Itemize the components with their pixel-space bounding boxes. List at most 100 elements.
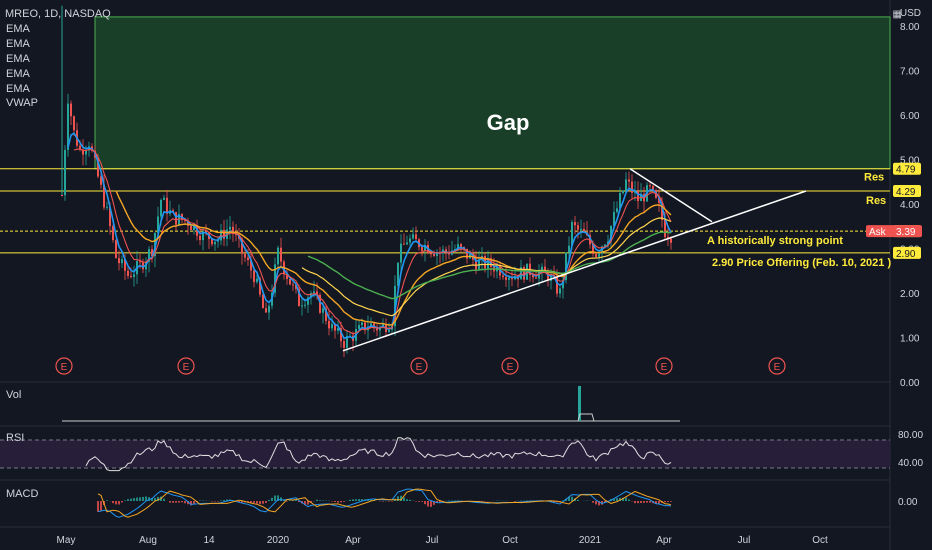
earnings-marker — [768, 357, 786, 375]
indicator-ema-2[interactable]: EMA — [6, 38, 30, 50]
macd-histogram-bar — [367, 499, 369, 501]
candle-body — [664, 219, 666, 237]
macd-histogram-bar — [280, 497, 282, 501]
macd-histogram-bar — [265, 501, 267, 503]
gap-zone — [94, 16, 891, 170]
candle-body — [286, 274, 288, 280]
x-tick-label: May — [57, 535, 76, 546]
candle-body — [670, 238, 672, 243]
candle-body — [148, 249, 150, 262]
candle-body — [544, 266, 546, 272]
macd-histogram-bar — [514, 501, 516, 502]
macd-histogram-bar — [295, 499, 297, 501]
y-tick-label: 1.00 — [900, 333, 920, 344]
macd-histogram-bar — [106, 500, 108, 501]
macd-histogram-bar — [298, 501, 300, 503]
macd-histogram-bar — [397, 496, 399, 501]
indicator-vwap[interactable]: VWAP — [6, 97, 38, 109]
candle-body — [616, 208, 618, 212]
earnings-marker-label: E — [416, 362, 423, 373]
macd-histogram-bar — [598, 501, 600, 506]
indicator-ema-4[interactable]: EMA — [6, 68, 30, 80]
macd-histogram-bar — [190, 501, 192, 506]
macd-histogram-bar — [148, 497, 150, 501]
currency-icon[interactable]: ▦ — [892, 9, 902, 20]
earnings-marker — [177, 357, 195, 375]
macd-histogram-bar — [124, 500, 126, 501]
macd-histogram-bar — [178, 501, 180, 503]
macd-histogram-bar — [640, 501, 642, 503]
candle-body — [487, 258, 489, 269]
level-price-label: 4.29 — [896, 187, 916, 198]
candle-body — [166, 197, 168, 214]
x-tick-label: Oct — [502, 535, 518, 546]
indicator-ema-5[interactable]: EMA — [6, 83, 30, 95]
macd-histogram-bar — [238, 501, 240, 503]
candle-body — [412, 234, 414, 239]
candle-body — [313, 291, 315, 294]
candle-body — [523, 267, 525, 280]
candle-body — [319, 294, 321, 313]
candle-body — [109, 206, 111, 227]
macd-histogram-bar — [352, 499, 354, 501]
macd-histogram-bar — [337, 501, 339, 503]
macd-histogram-bar — [223, 500, 225, 501]
candle-body — [160, 199, 162, 217]
macd-histogram-bar — [163, 498, 165, 501]
earnings-marker-label: E — [183, 362, 190, 373]
macd-tick-label: 0.00 — [898, 497, 918, 508]
level-price-label: 2.90 — [896, 249, 916, 260]
candle-body — [115, 240, 117, 259]
candle-body — [187, 221, 189, 226]
candle-body — [328, 320, 330, 329]
candle-body — [547, 271, 549, 281]
candle-body — [343, 341, 345, 348]
indicator-ema-3[interactable]: EMA — [6, 53, 30, 65]
candle-body — [559, 288, 561, 294]
macd-histogram-bar — [259, 501, 261, 505]
macd-histogram-bar — [409, 499, 411, 501]
macd-histogram-bar — [187, 501, 189, 505]
candle-body — [397, 262, 399, 286]
ema-line-blue — [67, 132, 672, 340]
candle-body — [100, 176, 102, 185]
macd-histogram-bar — [130, 498, 132, 501]
candle-body — [265, 308, 267, 313]
candle-body — [79, 145, 81, 150]
macd-line — [97, 488, 672, 518]
candle-body — [331, 324, 333, 329]
candle-body — [121, 259, 123, 264]
candle-body — [415, 234, 417, 240]
ema-line-orange — [115, 190, 672, 326]
indicator-ema-1[interactable]: EMA — [6, 23, 30, 35]
macd-histogram-bar — [145, 496, 147, 501]
x-tick-label: Jul — [738, 535, 751, 546]
candle-body — [295, 284, 297, 289]
level-price-tag — [893, 184, 921, 197]
macd-histogram-bar — [439, 501, 441, 503]
macd-histogram-bar — [613, 498, 615, 501]
candle-body — [274, 264, 276, 293]
macd-histogram-bar — [427, 501, 429, 507]
macd-histogram-bar — [193, 501, 195, 504]
candle-body — [373, 323, 375, 327]
y-tick-label: 7.00 — [900, 66, 920, 77]
y-tick-label: 4.00 — [900, 200, 920, 211]
symbol-title: MREO, 1D, NASDAQ — [5, 8, 111, 20]
candle-body — [118, 258, 120, 264]
macd-histogram-bar — [226, 499, 228, 501]
macd-histogram-bar — [622, 497, 624, 501]
macd-histogram-bar — [358, 499, 360, 501]
x-tick-label: Aug — [139, 535, 157, 546]
candle-body — [61, 195, 63, 196]
candle-body — [388, 329, 390, 332]
res-note: Res — [864, 172, 884, 184]
macd-histogram-bar — [595, 501, 597, 505]
candle-body — [604, 244, 606, 247]
y-tick-label: 8.00 — [900, 22, 920, 33]
candle-body — [289, 279, 291, 285]
ask-tag — [866, 225, 922, 238]
candle-body — [214, 241, 216, 245]
currency-label[interactable]: USD — [899, 8, 921, 19]
